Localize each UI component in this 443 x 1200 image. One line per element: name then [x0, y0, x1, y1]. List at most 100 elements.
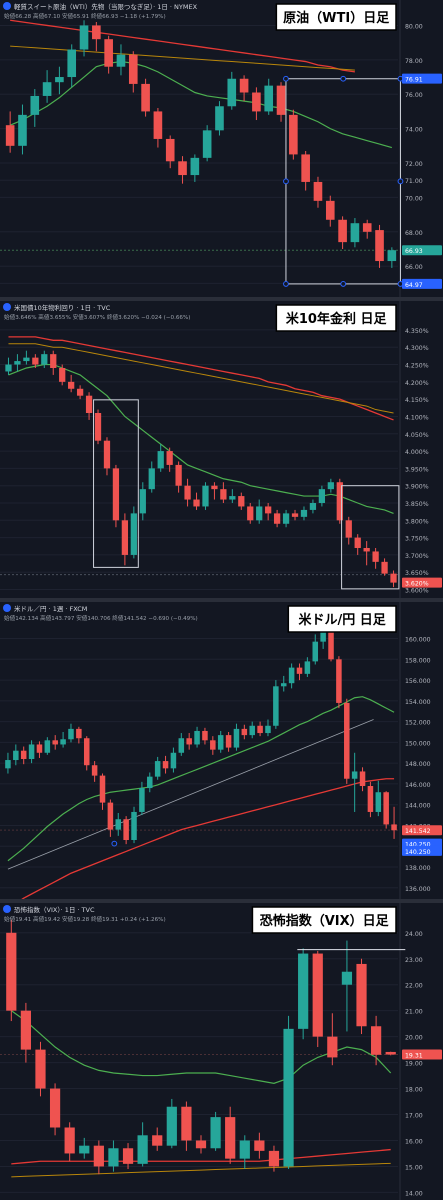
- candle-body: [289, 114, 298, 155]
- candle: [356, 958, 367, 1035]
- resize-handle[interactable]: [283, 178, 289, 185]
- y-tick-label: 17.00: [405, 1113, 423, 1120]
- candle: [282, 509, 290, 528]
- highlight-box[interactable]: [341, 485, 400, 590]
- symbol-header[interactable]: 恐怖指数（VIX）· 1日 · TVC: [14, 905, 95, 914]
- candle: [20, 1002, 31, 1063]
- symbol-header[interactable]: 軽質スイート原油（WTI）先物（当限つなぎ足）· 1日 · NYMEX: [14, 2, 198, 11]
- candle-body: [225, 735, 232, 748]
- candle: [20, 746, 27, 765]
- panel-separator[interactable]: [0, 297, 443, 301]
- y-tick-label: 4.250%: [405, 363, 429, 370]
- candle-body: [157, 451, 164, 469]
- y-tick-label: 144.000: [405, 803, 431, 810]
- candle-body: [300, 509, 308, 517]
- candle: [121, 513, 129, 566]
- candle-body: [83, 738, 90, 766]
- candle: [327, 478, 334, 493]
- price-badge-label: 140.250: [405, 842, 431, 849]
- candle-body: [128, 54, 138, 84]
- candle-body: [390, 573, 397, 583]
- panel-separator[interactable]: [0, 899, 443, 903]
- symbol-header[interactable]: 米ドル／円 · 1週 · FXCM: [14, 604, 87, 613]
- candle-body: [139, 788, 145, 812]
- panel-separator[interactable]: [0, 598, 443, 602]
- candle: [42, 70, 52, 103]
- candle-body: [385, 1051, 396, 1055]
- candle: [276, 82, 286, 122]
- candle: [83, 736, 90, 771]
- candle: [115, 813, 122, 836]
- candle-body: [153, 111, 163, 139]
- candle-body: [166, 451, 173, 465]
- candle-body: [175, 464, 182, 486]
- candle: [94, 409, 102, 445]
- candle-body: [104, 39, 113, 67]
- candle: [18, 104, 27, 155]
- candle-body: [227, 78, 237, 107]
- candle-body: [238, 496, 245, 507]
- resize-handle[interactable]: [283, 281, 289, 287]
- candle-body: [241, 728, 248, 736]
- candle-body: [304, 661, 311, 674]
- candle: [241, 724, 248, 740]
- candle-body: [351, 771, 358, 779]
- candle-body: [166, 1106, 177, 1146]
- candle: [162, 755, 169, 774]
- y-tick-label: 3.750%: [405, 536, 429, 543]
- candle-body: [154, 761, 161, 777]
- candle: [345, 516, 352, 545]
- candle-body: [239, 1140, 250, 1159]
- candle: [375, 780, 382, 817]
- title-box: [275, 304, 397, 332]
- y-tick-label: 146.000: [405, 782, 431, 789]
- resize-handle[interactable]: [397, 178, 404, 185]
- candle-body: [170, 752, 177, 769]
- candle-body: [152, 1135, 163, 1146]
- resize-handle[interactable]: [340, 281, 347, 287]
- candle: [104, 35, 113, 74]
- candle: [225, 1106, 236, 1164]
- candle-body: [257, 725, 263, 734]
- candle: [128, 51, 138, 93]
- resize-handle[interactable]: [283, 75, 289, 82]
- candle: [351, 752, 358, 812]
- candle: [273, 509, 281, 528]
- candle: [44, 737, 51, 755]
- y-tick-label: 71.00: [405, 178, 423, 185]
- candle: [312, 950, 323, 1048]
- candle: [184, 478, 191, 507]
- candle: [181, 1101, 192, 1151]
- candle: [391, 806, 397, 839]
- y-tick-label: 150.000: [405, 740, 431, 747]
- candle-body: [273, 513, 281, 524]
- candle-body: [99, 775, 106, 803]
- highlight-box[interactable]: [93, 399, 139, 568]
- symbol-header[interactable]: 米国債10年物利回り · 1日 · TVC: [14, 303, 111, 312]
- candle: [152, 1127, 163, 1151]
- candle-body: [68, 381, 75, 389]
- y-tick-label: 4.000%: [405, 449, 429, 456]
- ohlc-stats: 始値66.28 高値67.10 安値65.91 終値66.93 −1.18 (+…: [4, 12, 166, 20]
- trend-anchor-handle[interactable]: [111, 840, 118, 847]
- y-tick-label: 160.000: [405, 637, 431, 644]
- candle: [238, 492, 245, 510]
- trend-line[interactable]: [7, 719, 374, 870]
- candle-body: [14, 361, 21, 365]
- y-tick-label: 23.00: [405, 957, 423, 964]
- candle: [91, 761, 98, 782]
- candle: [195, 1135, 207, 1154]
- price-badge: [402, 278, 442, 289]
- candle: [60, 732, 66, 748]
- moving-average-line: [11, 1148, 391, 1165]
- candle: [385, 1051, 396, 1056]
- moving-average-line: [7, 696, 395, 862]
- candle-body: [195, 1140, 207, 1149]
- candle-body: [391, 824, 397, 831]
- candle-body: [296, 667, 303, 674]
- y-tick-label: 3.850%: [405, 501, 429, 508]
- candle: [166, 447, 173, 472]
- candle-body: [283, 1028, 294, 1167]
- resize-handle[interactable]: [340, 75, 347, 82]
- candle: [387, 247, 397, 268]
